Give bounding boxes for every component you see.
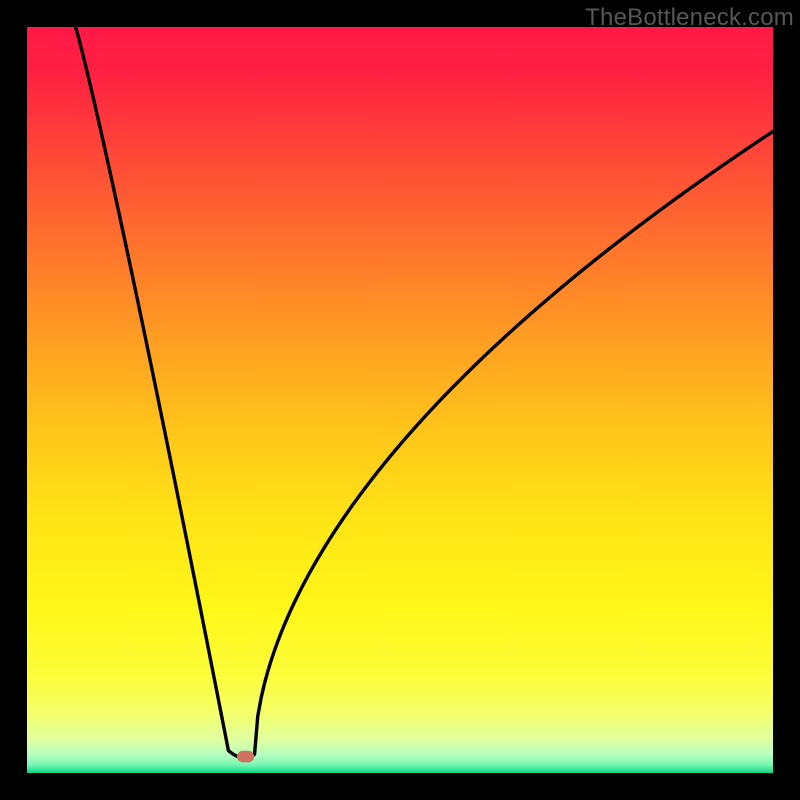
plot-area: [27, 27, 773, 773]
valley-marker: [237, 751, 254, 763]
gradient-background: [27, 27, 773, 773]
watermark-text: TheBottleneck.com: [585, 4, 794, 32]
plot-svg: [27, 27, 773, 773]
